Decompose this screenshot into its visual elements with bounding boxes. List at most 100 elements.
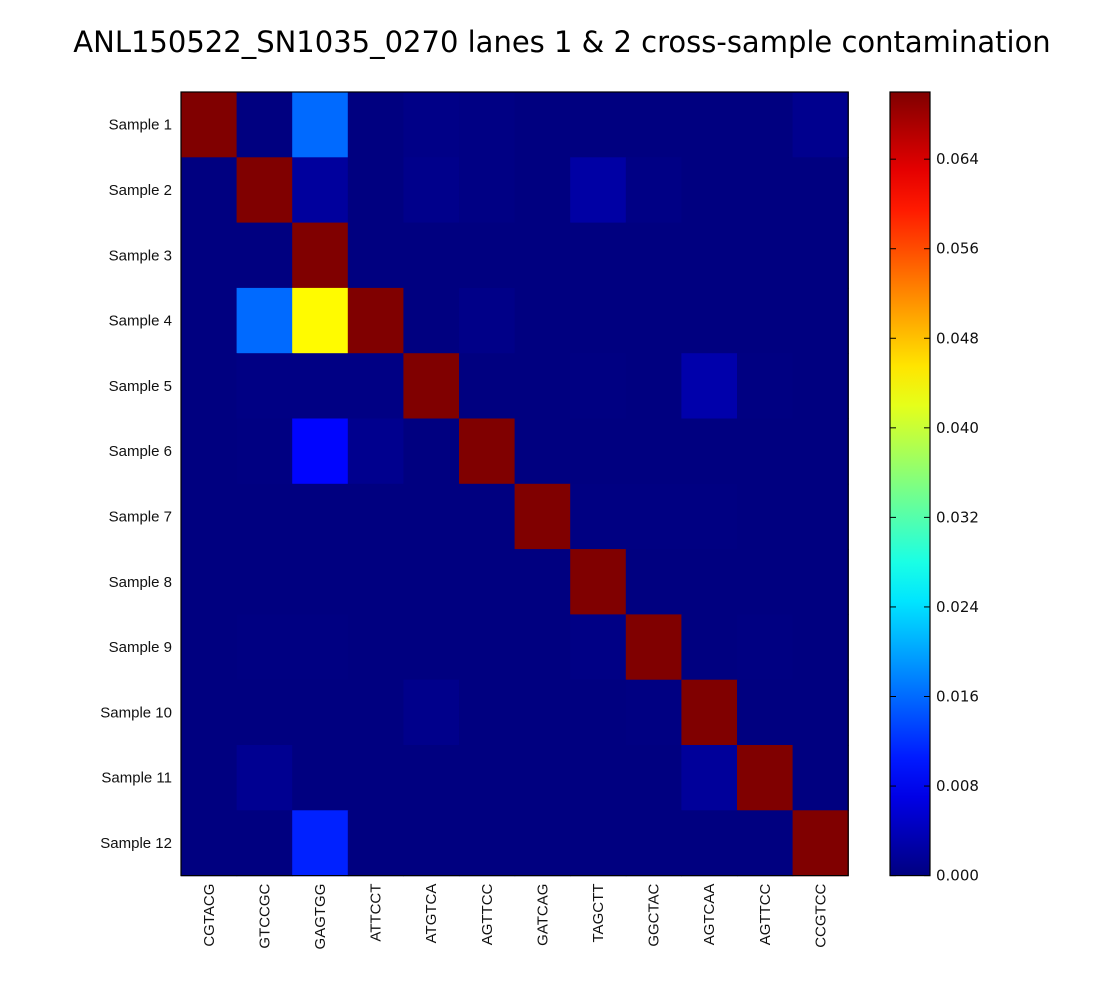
heatmap-cell	[792, 483, 849, 550]
heatmap-cell	[403, 679, 460, 746]
x-tick-label: CGTACG	[201, 884, 218, 947]
heatmap-cell	[236, 92, 293, 158]
heatmap-cell	[737, 549, 794, 615]
heatmap-cell	[403, 418, 460, 485]
heatmap-cell	[570, 287, 627, 354]
heatmap-cell	[570, 549, 627, 615]
heatmap-cell	[681, 483, 738, 550]
heatmap-cell	[625, 353, 682, 420]
x-tick-label: AGTTCC	[757, 883, 774, 945]
heatmap-cell	[181, 679, 238, 746]
heatmap-cell	[347, 92, 404, 158]
heatmap-cell	[625, 92, 682, 158]
heatmap-cell	[403, 353, 460, 420]
heatmap-cell	[737, 287, 794, 354]
heatmap-cell	[514, 157, 571, 224]
x-tick-label: TAGCTT	[590, 884, 607, 943]
x-tick-label: GATCAG	[534, 884, 551, 946]
heatmap-cell	[236, 679, 293, 746]
heatmap-cell	[570, 222, 627, 289]
heatmap-cell	[459, 810, 516, 877]
heatmap-cell	[347, 222, 404, 289]
heatmap-cell	[459, 287, 516, 354]
heatmap-cell	[792, 679, 849, 746]
y-tick-label: Sample 5	[109, 378, 172, 395]
heatmap-cell	[681, 679, 738, 746]
heatmap-cell	[236, 418, 293, 485]
heatmap-cell	[403, 483, 460, 550]
heatmap-cell	[181, 157, 238, 224]
heatmap-cell	[347, 745, 404, 811]
heatmap-cell	[292, 745, 349, 811]
heatmap-cell	[236, 287, 293, 354]
x-tick-label: CCGTCC	[812, 883, 829, 947]
heatmap-cell	[681, 92, 738, 158]
heatmap-cell	[625, 679, 682, 746]
heatmap-cell	[737, 92, 794, 158]
heatmap-cell	[570, 418, 627, 485]
colorbar-tick-label: 0.016	[936, 687, 979, 705]
colorbar-tick-label: 0.048	[936, 329, 979, 347]
y-tick-label: Sample 10	[100, 704, 172, 721]
colorbar-ticks: 0.000 0.008 0.016 0.024 0.032 0.040 0.048 0.056…	[890, 150, 979, 885]
heatmap-cell	[681, 614, 738, 681]
heatmap-cell	[403, 92, 460, 158]
heatmap-cell	[181, 287, 238, 354]
y-tick-label: Sample 9	[109, 639, 172, 656]
colorbar-tick-label: 0.064	[936, 150, 979, 168]
heatmap-cell	[347, 287, 404, 354]
y-axis-labels: Sample 1 Sample 2 Sample 3 Sample 4 Sample 5…	[100, 117, 172, 852]
heatmap-cell	[737, 418, 794, 485]
heatmap-cell	[181, 353, 238, 420]
heatmap-cell	[514, 810, 571, 877]
x-tick-label: GGCTAC	[646, 883, 663, 946]
heatmap-cell	[236, 810, 293, 877]
heatmap-cell	[570, 679, 627, 746]
heatmap-cell	[459, 222, 516, 289]
y-tick-label: Sample 11	[101, 770, 172, 787]
heatmap-cell	[514, 287, 571, 354]
heatmap-cell	[792, 157, 849, 224]
heatmap-cell	[292, 222, 349, 289]
heatmap-cell	[181, 92, 238, 158]
heatmap-cell	[347, 810, 404, 877]
heatmap-cell	[403, 222, 460, 289]
x-tick-label: GTCCGC	[256, 883, 273, 948]
heatmap-cell	[570, 810, 627, 877]
heatmap-cell	[181, 549, 238, 615]
heatmap-cell	[236, 157, 293, 224]
heatmap-cell	[570, 745, 627, 811]
heatmap-cell	[181, 222, 238, 289]
heatmap-cell	[459, 92, 516, 158]
heatmap-cell	[459, 418, 516, 485]
heatmap-cell	[570, 157, 627, 224]
heatmap-cell	[236, 745, 293, 811]
heatmap-cell	[792, 287, 849, 354]
heatmap-cell	[459, 614, 516, 681]
heatmap-cell	[459, 353, 516, 420]
chart-title: ANL150522_SN1035_0270 lanes 1 & 2 cross-…	[73, 25, 1050, 59]
heatmap-cell	[514, 745, 571, 811]
heatmap-cell	[681, 418, 738, 485]
heatmap-cell	[625, 549, 682, 615]
heatmap-cell	[570, 353, 627, 420]
heatmap-cell	[292, 679, 349, 746]
heatmap-cell	[403, 614, 460, 681]
heatmap-cell	[514, 679, 571, 746]
heatmap-cell	[514, 483, 571, 550]
heatmap-cell	[792, 353, 849, 420]
heatmap-cell	[403, 549, 460, 615]
heatmap-cell	[292, 287, 349, 354]
x-tick-label: ATTCCT	[368, 884, 385, 942]
heatmap-cell	[514, 549, 571, 615]
heatmap-cell	[792, 549, 849, 615]
heatmap-cell	[236, 353, 293, 420]
y-tick-label: Sample 6	[109, 443, 172, 460]
heatmap-cell	[681, 549, 738, 615]
heatmap-cell	[625, 483, 682, 550]
colorbar-tick-label: 0.024	[936, 598, 979, 616]
heatmap-cell	[347, 679, 404, 746]
x-tick-label: ATGTCA	[423, 884, 440, 944]
heatmap-cell	[737, 745, 794, 811]
